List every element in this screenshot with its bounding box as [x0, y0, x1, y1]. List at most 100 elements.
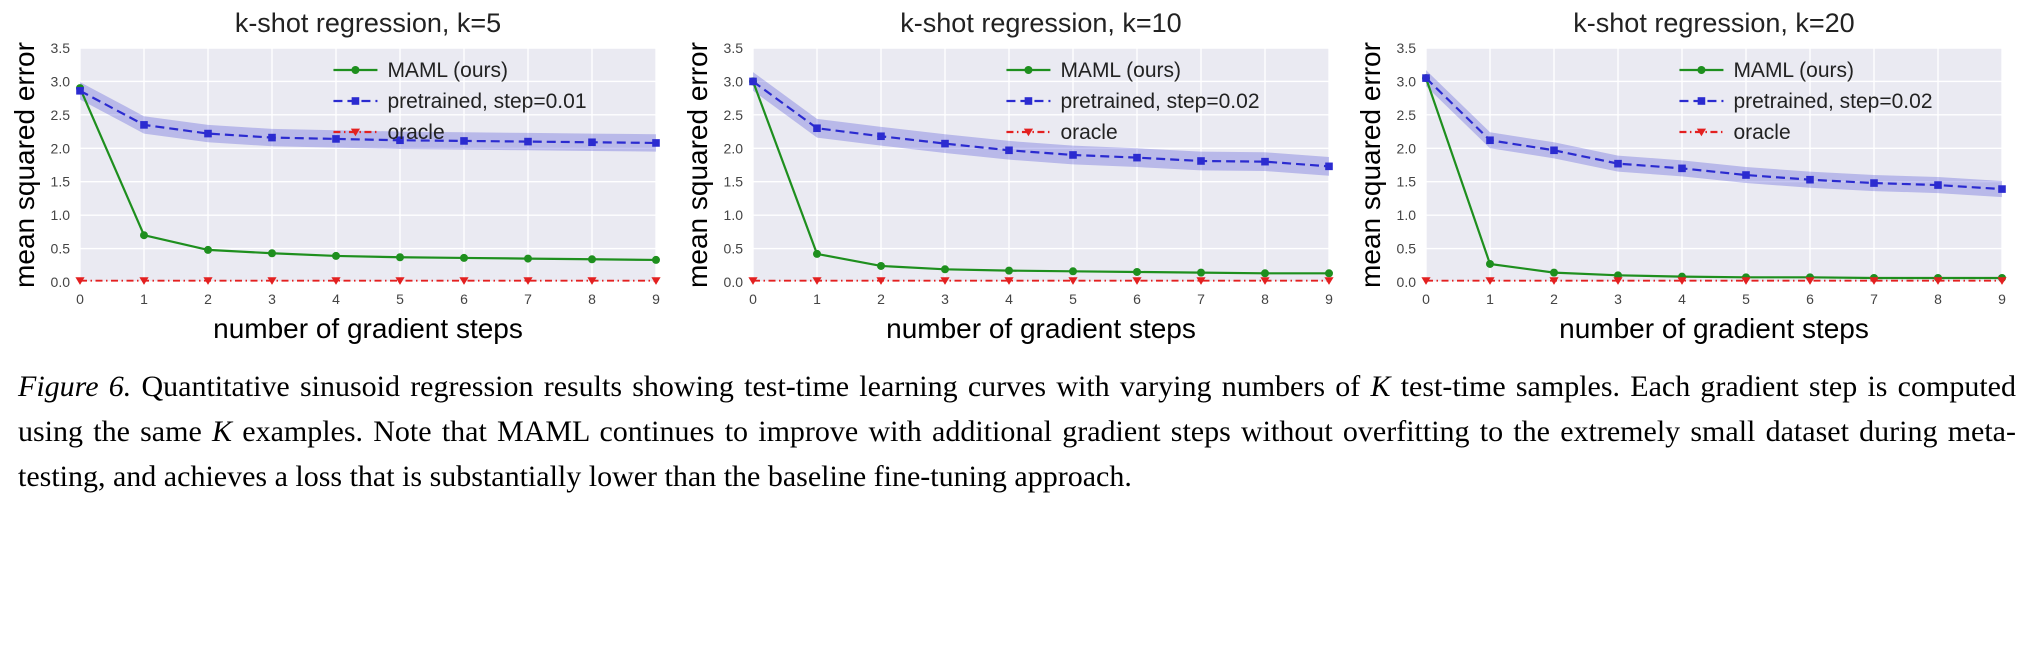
x-axis-label: number of gradient steps	[886, 313, 1196, 344]
square-marker	[1697, 97, 1706, 105]
circle-marker	[204, 245, 212, 254]
x-tick-label: 9	[1998, 291, 2006, 307]
y-tick-label: 2.5	[1397, 107, 1417, 123]
x-tick-label: 9	[652, 291, 660, 307]
circle-marker	[941, 265, 949, 274]
triangle-down-marker	[1696, 128, 1707, 137]
y-tick-label: 0.0	[1397, 274, 1417, 290]
x-tick-label: 1	[140, 291, 148, 307]
circle-marker	[1325, 269, 1333, 278]
square-marker	[351, 97, 360, 105]
chart-title: k-shot regression, k=5	[235, 8, 501, 38]
circle-marker	[1005, 266, 1013, 275]
series-line	[752, 80, 1330, 168]
triangle-down-marker	[876, 277, 886, 285]
y-tick-label: 3.0	[51, 73, 71, 89]
series-markers	[748, 277, 1334, 285]
square-marker	[1005, 146, 1013, 155]
x-tick-label: 3	[268, 291, 276, 307]
triangle-down-marker	[1741, 277, 1751, 285]
triangle-down-marker	[1132, 277, 1142, 285]
y-tick-label: 1.0	[724, 207, 744, 223]
square-marker	[813, 124, 821, 133]
triangle-down-marker	[75, 277, 85, 285]
x-tick-label: 4	[332, 291, 340, 307]
legend-label: pretrained, step=0.02	[1733, 90, 1932, 113]
legend-label: MAML (ours)	[1060, 59, 1181, 82]
charts-row: k-shot regression, k=5 mean squared error…	[14, 6, 2020, 346]
triangle-down-marker	[940, 277, 950, 285]
y-tick-label: 1.0	[51, 207, 71, 223]
x-tick-label: 7	[524, 291, 532, 307]
series-line	[1425, 77, 2003, 191]
legend-label: oracle	[387, 121, 444, 144]
triangle-down-marker	[1421, 277, 1431, 285]
square-marker	[524, 137, 532, 146]
caption-segment: K	[1370, 370, 1391, 403]
square-marker	[140, 121, 148, 129]
x-tick-label: 3	[1614, 291, 1622, 307]
circle-marker	[396, 253, 404, 262]
triangle-down-marker	[523, 277, 533, 285]
x-tick-label: 2	[1550, 291, 1558, 307]
triangle-down-marker	[651, 277, 661, 285]
x-tick-label: 1	[1486, 291, 1494, 307]
series-markers	[76, 84, 660, 264]
caption-segment: test-time samples. Each gradient step is…	[18, 370, 2016, 448]
caption-segment: Figure 6.	[18, 370, 132, 403]
tick-labels: 0.0 0.5 1.0 1.5 2.0 2.5 3.0 3.5 0 1 2 3 4 5 6 7 8 9	[51, 40, 661, 307]
circle-marker	[1197, 268, 1205, 277]
square-marker	[1998, 185, 2006, 193]
square-marker	[1742, 171, 1750, 179]
plot-area	[80, 48, 656, 282]
triangle-down-marker	[459, 277, 469, 285]
caption-segment: K	[212, 415, 233, 448]
square-marker	[1422, 74, 1430, 82]
series-markers	[749, 77, 1333, 171]
circle-marker	[1024, 66, 1033, 74]
chart-k5: k-shot regression, k=5 mean squared error…	[14, 8, 661, 344]
x-tick-label: 9	[1325, 291, 1333, 307]
plot-area	[1426, 48, 2002, 282]
square-marker	[460, 137, 468, 145]
triangle-down-marker	[1023, 128, 1034, 137]
legend-label: oracle	[1060, 121, 1117, 144]
x-tick-label: 8	[1261, 291, 1269, 307]
circle-marker	[1133, 267, 1141, 276]
circle-marker	[1261, 269, 1269, 278]
series-line	[751, 81, 1329, 275]
y-tick-label: 0.0	[51, 274, 71, 290]
x-tick-label: 1	[813, 291, 821, 307]
square-marker	[1133, 153, 1141, 162]
legend-label: oracle	[1733, 121, 1790, 144]
x-tick-label: 5	[1069, 291, 1077, 307]
chart-k20: k-shot regression, k=20 mean squared erro…	[1360, 8, 2007, 344]
square-marker	[204, 129, 212, 138]
square-marker	[877, 132, 885, 141]
y-axis-label: mean squared error	[687, 42, 713, 288]
x-tick-label: 0	[1422, 291, 1430, 307]
square-marker	[588, 138, 596, 147]
triangle-down-marker	[395, 277, 405, 285]
square-marker	[332, 135, 340, 143]
x-tick-label: 7	[1870, 291, 1878, 307]
triangle-down-marker	[1485, 277, 1495, 285]
triangle-down-marker	[139, 277, 149, 285]
series-line	[79, 89, 657, 145]
y-tick-label: 2.0	[51, 140, 71, 156]
square-marker	[396, 136, 404, 145]
y-tick-label: 2.0	[724, 140, 744, 156]
legend: MAML (ours) pretrained, step=0.01 oracle	[333, 59, 587, 144]
triangle-down-marker	[1613, 277, 1623, 285]
square-marker	[941, 139, 949, 148]
y-tick-label: 3.0	[1397, 73, 1417, 89]
legend-label: MAML (ours)	[1733, 59, 1854, 82]
y-tick-label: 0.5	[724, 241, 744, 257]
triangle-down-marker	[350, 128, 361, 137]
y-tick-label: 3.5	[1397, 40, 1417, 56]
confidence-band	[753, 72, 1329, 176]
y-tick-label: 2.5	[724, 107, 744, 123]
y-tick-label: 2.0	[1397, 140, 1417, 156]
legend: MAML (ours) pretrained, step=0.02 oracle	[1006, 59, 1260, 144]
